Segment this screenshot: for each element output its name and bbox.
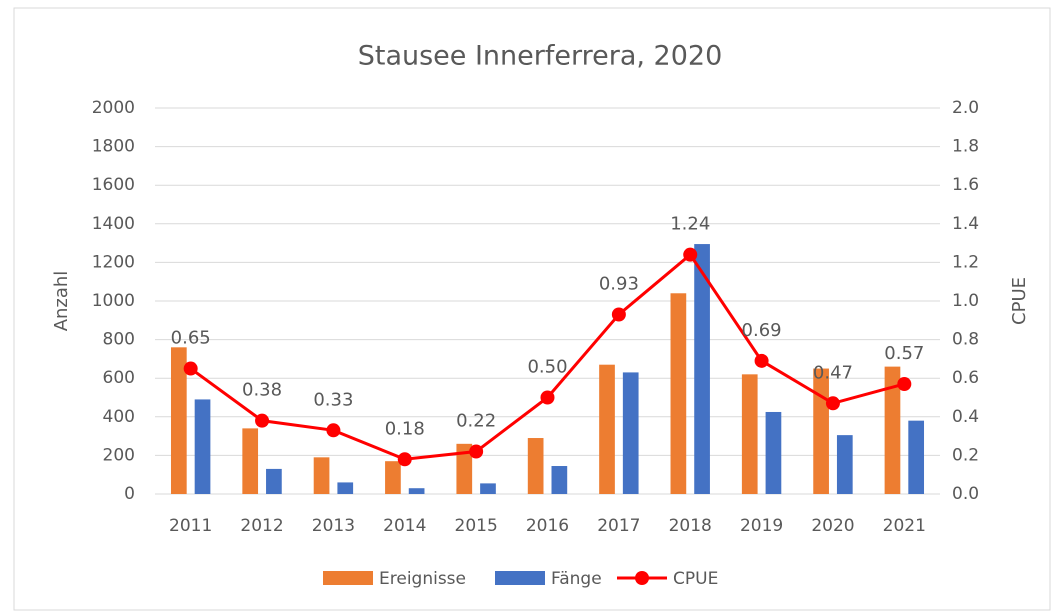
bar: [456, 443, 473, 494]
y-tick-label: 800: [103, 330, 135, 350]
line-marker: [469, 444, 484, 459]
bar: [527, 438, 544, 494]
x-tick-label: 2014: [383, 516, 426, 536]
y2-tick-label: 1.8: [952, 137, 979, 157]
x-tick-label: 2018: [669, 516, 712, 536]
x-tick-label: 2012: [240, 516, 283, 536]
y2-tick-label: 0.6: [952, 368, 979, 388]
legend-label: Fänge: [551, 569, 602, 589]
data-label: 0.57: [884, 343, 924, 364]
data-label: 0.65: [171, 328, 211, 349]
bar: [765, 411, 782, 494]
data-label: 0.93: [599, 274, 639, 295]
y-tick-label: 200: [103, 445, 135, 465]
bar: [813, 368, 829, 494]
y-tick-label: 0: [124, 484, 135, 504]
x-tick-label: 2020: [811, 516, 854, 536]
bar: [408, 488, 425, 494]
line-marker: [897, 376, 912, 391]
bar: [741, 374, 758, 494]
y-tick-label: 600: [103, 368, 135, 388]
y2-tick-label: 0.0: [952, 484, 979, 504]
bar: [170, 347, 187, 494]
data-label: 1.24: [670, 214, 710, 235]
y2-tick-label: 1.2: [952, 252, 979, 272]
line-marker: [754, 353, 769, 368]
line-marker: [397, 452, 412, 467]
y2-tick-label: 1.0: [952, 291, 979, 311]
bar: [599, 364, 615, 494]
bar: [694, 244, 710, 494]
y2-tick-label: 0.2: [952, 445, 979, 465]
y-axis-label: Anzahl: [51, 271, 72, 332]
legend-swatch: [495, 571, 545, 585]
x-tick-label: 2021: [883, 516, 926, 536]
y-tick-label: 2000: [92, 98, 135, 118]
line-marker: [683, 247, 698, 262]
legend-swatch: [323, 571, 373, 585]
bar: [884, 366, 901, 494]
y-tick-label: 1200: [92, 252, 135, 272]
bar: [551, 466, 568, 494]
line-marker: [540, 390, 555, 405]
line-marker: [255, 413, 270, 428]
chart-title: Stausee Innerferrera, 2020: [358, 41, 723, 72]
data-label: 0.33: [313, 389, 353, 410]
legend-label: Ereignisse: [379, 569, 466, 589]
y-tick-label: 1800: [92, 137, 135, 157]
bar: [266, 468, 282, 494]
bar: [242, 428, 259, 494]
bar: [908, 420, 925, 494]
x-tick-label: 2013: [312, 516, 355, 536]
bar: [836, 435, 853, 494]
y2-tick-label: 2.0: [952, 98, 979, 118]
bar: [622, 372, 639, 494]
y2-tick-label: 0.4: [952, 407, 979, 427]
line-marker: [326, 423, 341, 438]
line-marker: [183, 361, 198, 376]
data-label: 0.69: [742, 320, 782, 341]
legend-label: CPUE: [673, 569, 718, 589]
y2-tick-label: 0.8: [952, 330, 979, 350]
y2-tick-label: 1.4: [952, 214, 979, 234]
y-tick-label: 400: [103, 407, 135, 427]
bar: [194, 399, 211, 494]
x-tick-label: 2017: [597, 516, 640, 536]
bar: [480, 483, 496, 494]
bar: [337, 482, 354, 494]
y-tick-label: 1000: [92, 291, 135, 311]
line-marker: [611, 307, 626, 322]
data-label: 0.47: [813, 362, 853, 383]
bar: [385, 461, 401, 494]
data-label: 0.18: [385, 418, 425, 439]
line-marker: [825, 396, 840, 411]
y2-tick-label: 1.6: [952, 175, 979, 195]
legend-swatch-marker: [635, 571, 649, 585]
x-tick-label: 2015: [455, 516, 498, 536]
x-tick-label: 2016: [526, 516, 569, 536]
x-tick-label: 2011: [169, 516, 212, 536]
y-tick-label: 1400: [92, 214, 135, 234]
y2-axis-label: CPUE: [1009, 277, 1030, 325]
bar: [313, 457, 330, 494]
data-label: 0.22: [456, 411, 496, 432]
bar: [670, 293, 687, 494]
y-tick-label: 1600: [92, 175, 135, 195]
data-label: 0.38: [242, 380, 282, 401]
x-tick-label: 2019: [740, 516, 783, 536]
data-label: 0.50: [527, 357, 567, 378]
